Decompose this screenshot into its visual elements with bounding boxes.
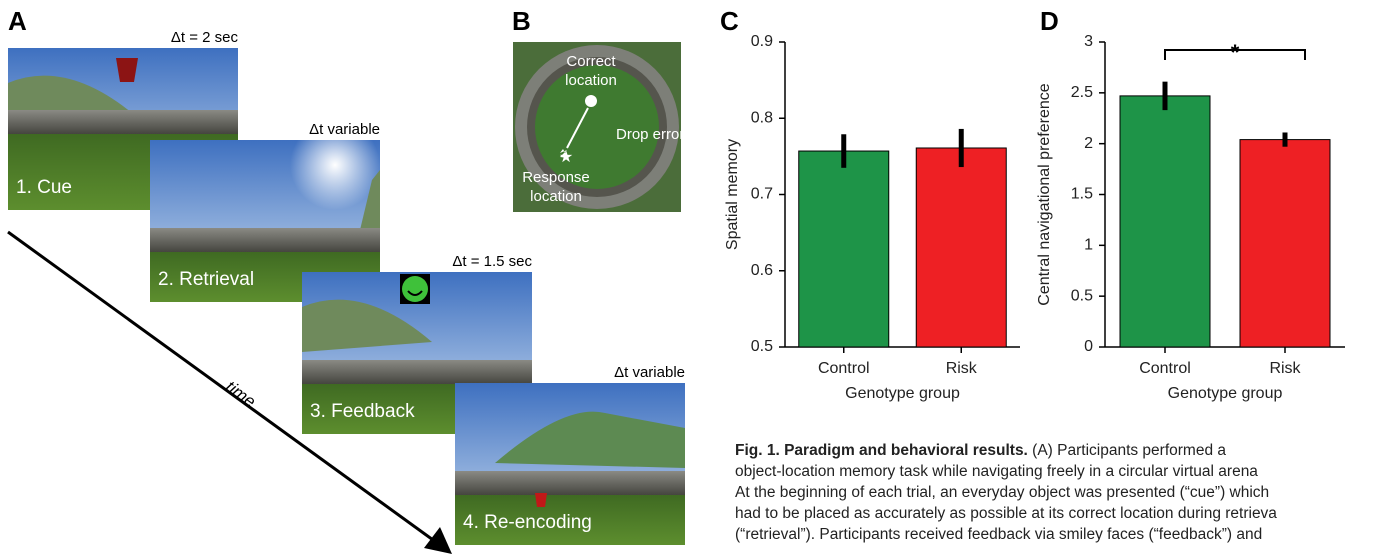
y-tick-label: 3 <box>1084 33 1093 50</box>
x-axis-label: Genotype group <box>845 385 960 402</box>
scene-duration: Δt variable <box>309 121 380 138</box>
scene-label: 4. Re-encoding <box>463 512 592 533</box>
significance-label: * <box>1231 40 1240 65</box>
y-tick-label: 1.5 <box>1071 186 1093 203</box>
caption-title: Fig. 1. Paradigm and behavioral results. <box>735 442 1028 459</box>
y-tick-label: 0.6 <box>751 262 773 279</box>
y-tick-label: 2 <box>1084 135 1093 152</box>
bar <box>1240 140 1330 347</box>
text: Response <box>522 169 590 186</box>
x-axis-label: Genotype group <box>1168 385 1283 402</box>
y-tick-label: 0.7 <box>751 186 773 203</box>
text: location <box>565 72 617 89</box>
scene-label: 3. Feedback <box>310 401 415 422</box>
time-label: time <box>222 377 259 411</box>
wall <box>302 360 532 384</box>
svg-text:★: ★ <box>559 149 573 166</box>
bar <box>1120 96 1210 347</box>
wall <box>150 228 380 252</box>
y-tick-label: 0.8 <box>751 109 773 126</box>
y-tick-label: 0.5 <box>1071 287 1093 304</box>
caption-line: Fig. 1. Paradigm and behavioral results.… <box>735 442 1226 459</box>
caption-line: (“retrieval”). Participants received fee… <box>735 526 1262 543</box>
bar <box>799 151 889 347</box>
caption-line: At the beginning of each trial, an every… <box>735 484 1269 501</box>
y-tick-label: 2.5 <box>1071 84 1093 101</box>
y-tick-label: 0 <box>1084 338 1093 355</box>
x-tick-label: Control <box>1139 360 1191 377</box>
y-tick-label: 0.5 <box>751 338 773 355</box>
scene-duration: Δt = 1.5 sec <box>452 253 532 270</box>
bucket <box>535 493 547 507</box>
scene-label: 2. Retrieval <box>158 269 254 290</box>
scene-label: 1. Cue <box>16 177 72 198</box>
figure: A B C D time ★ Correct location Drop erro… <box>0 0 1385 556</box>
panel-label: B <box>512 6 531 36</box>
scene-duration: Δt variable <box>614 364 685 381</box>
wall <box>8 110 238 134</box>
wall <box>455 471 685 495</box>
y-tick-label: 1 <box>1084 237 1093 254</box>
y-axis-label: Central navigational preference <box>1036 83 1053 305</box>
arrow-head <box>424 527 452 554</box>
text: location <box>530 188 582 205</box>
y-tick-label: 0.9 <box>751 33 773 50</box>
bar <box>916 148 1006 347</box>
label-error: Drop error <box>616 126 684 143</box>
panel-label: C <box>720 6 739 36</box>
scene-duration: Δt = 2 sec <box>171 29 239 46</box>
caption-text: (A) Participants performed a <box>1028 442 1227 459</box>
caption-line: object-location memory task while naviga… <box>735 463 1258 480</box>
y-axis-label: Spatial memory <box>724 139 741 250</box>
x-tick-label: Risk <box>946 360 978 377</box>
panel-label: A <box>8 6 27 36</box>
smiley <box>402 276 428 302</box>
x-tick-label: Risk <box>1269 360 1301 377</box>
caption-line: had to be placed as accurately as possib… <box>735 505 1277 522</box>
panel-label: D <box>1040 6 1059 36</box>
text: Correct <box>566 53 616 70</box>
x-tick-label: Control <box>818 360 870 377</box>
